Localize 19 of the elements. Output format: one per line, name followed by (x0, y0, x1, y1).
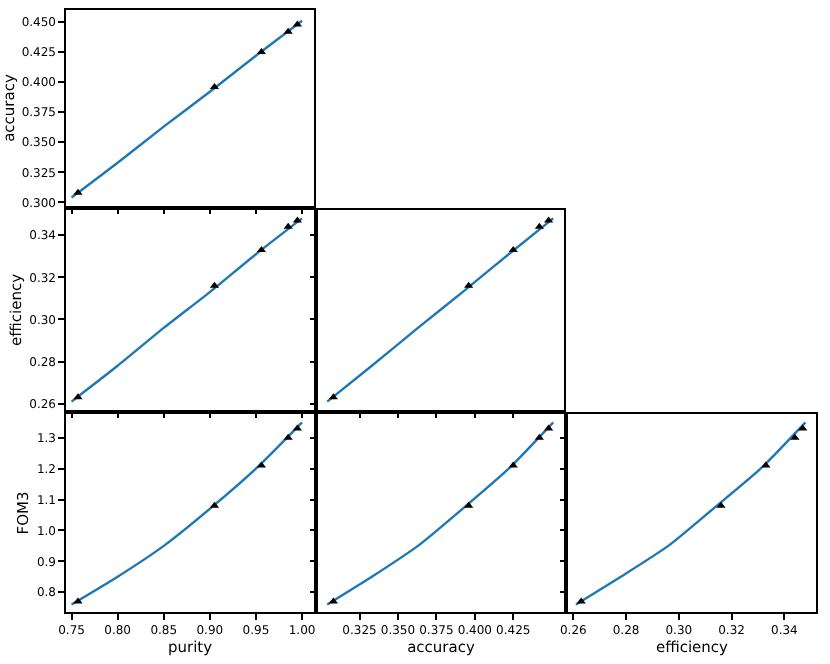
point (73, 597, 83, 604)
point (790, 433, 800, 440)
point (798, 424, 808, 431)
point (464, 281, 474, 288)
point (576, 597, 586, 604)
point (464, 501, 474, 508)
point (283, 222, 293, 229)
point (283, 27, 293, 34)
line-series (70, 421, 304, 606)
point (508, 461, 518, 468)
point (73, 188, 83, 195)
line-series (70, 19, 304, 199)
point (716, 501, 726, 508)
point (328, 597, 338, 604)
point (544, 424, 554, 431)
point (283, 433, 293, 440)
point (544, 216, 554, 223)
point (761, 461, 771, 468)
line-series (70, 217, 304, 403)
